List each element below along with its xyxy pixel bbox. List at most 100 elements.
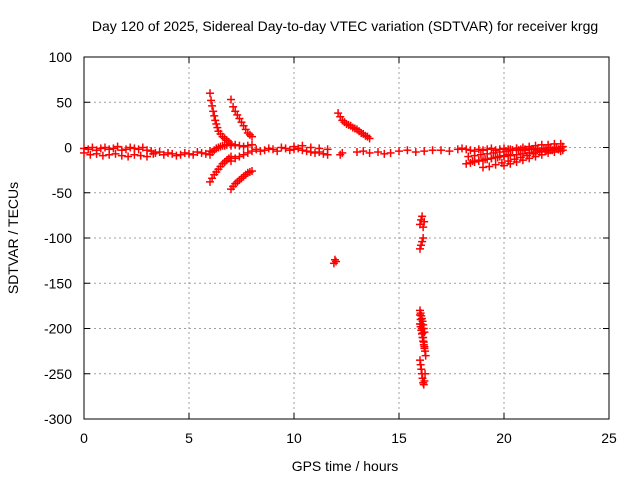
data-point-marker: [489, 148, 498, 157]
data-point-marker: [462, 159, 471, 168]
data-point-marker: [487, 154, 496, 163]
data-point-marker: [136, 151, 145, 160]
data-point-marker: [487, 144, 496, 153]
data-point-marker: [124, 152, 133, 161]
data-point-marker: [468, 157, 477, 166]
data-point-marker: [229, 102, 238, 111]
data-point-marker: [206, 89, 214, 98]
data-point-marker: [512, 144, 521, 153]
data-point-marker: [213, 123, 222, 132]
data-point-marker: [386, 148, 395, 157]
axis-ticks: 0 5 10 15 20 25 -300 -250 -200 -150 -100 -50 0 50 100: [44, 49, 617, 446]
x-tick-label: 0: [80, 430, 88, 446]
y-tick-label: 50: [56, 94, 72, 110]
data-point-marker: [525, 154, 534, 163]
data-point-marker: [332, 257, 340, 266]
data-point-marker: [470, 151, 479, 160]
data-point-marker: [537, 150, 546, 159]
data-point-marker: [493, 153, 502, 162]
data-point-marker: [474, 156, 483, 165]
data-point-marker: [323, 145, 332, 154]
data-point-marker: [418, 237, 427, 246]
data-point-marker: [211, 116, 220, 125]
y-tick-label: 100: [49, 49, 73, 65]
data-point-marker: [531, 141, 540, 150]
data-point-marker: [84, 145, 93, 154]
data-point-marker: [138, 143, 147, 152]
data-point-marker: [453, 145, 462, 154]
data-point-marker: [365, 148, 374, 157]
data-point-marker: [319, 149, 328, 158]
data-point-marker: [525, 142, 534, 151]
data-point-marker: [476, 150, 485, 159]
data-point-marker: [479, 146, 487, 155]
data-point-marker: [277, 143, 286, 152]
data-point-marker: [428, 146, 437, 155]
data-point-marker: [294, 144, 303, 153]
data-point-marker: [209, 107, 218, 116]
data-point-marker: [531, 152, 540, 161]
data-point-marker: [466, 146, 475, 155]
data-point-marker: [269, 145, 277, 154]
data-point-marker: [491, 160, 500, 169]
data-point-marker: [159, 150, 168, 159]
data-point-marker: [98, 151, 107, 160]
data-point-marker: [231, 154, 240, 163]
data-point-marker: [248, 167, 256, 176]
data-point-marker: [544, 148, 553, 157]
data-point-marker: [248, 132, 256, 141]
data-point-marker: [518, 156, 527, 165]
data-point-marker: [176, 150, 185, 159]
data-point-marker: [222, 140, 231, 149]
data-point-marker: [395, 147, 403, 156]
data-point-marker: [315, 144, 324, 153]
data-point-marker: [512, 157, 521, 166]
data-point-marker: [437, 146, 445, 155]
data-point-marker: [359, 147, 368, 156]
data-point-marker: [235, 141, 244, 150]
data-point-marker: [264, 144, 273, 153]
data-point-marker: [518, 143, 527, 152]
data-point-marker: [147, 147, 156, 156]
x-tick-label: 10: [286, 430, 302, 446]
data-point-marker: [421, 351, 430, 360]
data-point-marker: [421, 369, 430, 378]
x-tick-label: 15: [391, 430, 407, 446]
data-point-marker: [556, 139, 565, 148]
x-tick-label: 20: [496, 430, 512, 446]
data-point-marker: [464, 152, 473, 161]
data-point-marker: [506, 145, 515, 154]
data-point-marker: [281, 144, 290, 153]
data-point-marker: [243, 141, 252, 150]
chart-title: Day 120 of 2025, Sidereal Day-to-day VTE…: [92, 18, 598, 34]
data-point-marker: [117, 151, 126, 160]
data-point-marker: [101, 143, 109, 152]
data-point-marker: [130, 150, 139, 159]
data-point-marker: [197, 148, 206, 157]
x-axis-label: GPS time / hours: [292, 458, 399, 474]
data-point-marker: [311, 148, 319, 157]
data-point-marker: [420, 147, 429, 156]
data-point-marker: [495, 148, 504, 157]
data-point-marker: [164, 148, 172, 157]
data-point-marker: [122, 145, 130, 154]
data-point-marker: [290, 142, 298, 151]
grid-lines: [84, 57, 609, 419]
data-point-marker: [208, 101, 217, 110]
y-tick-label: -150: [44, 275, 72, 291]
data-point-marker: [474, 145, 483, 154]
data-point-marker: [126, 143, 135, 152]
data-point-marker: [502, 147, 511, 156]
data-point-marker: [416, 244, 424, 253]
data-point-marker: [420, 344, 429, 353]
data-point-marker: [330, 255, 339, 264]
data-point-marker: [207, 96, 216, 105]
data-point-marker: [86, 150, 95, 159]
data-point-marker: [96, 144, 105, 153]
data-point-marker: [189, 150, 198, 159]
data-point-marker: [134, 145, 143, 154]
data-point-marker: [285, 146, 294, 155]
data-point-marker: [243, 148, 252, 157]
data-point-marker: [500, 161, 508, 170]
